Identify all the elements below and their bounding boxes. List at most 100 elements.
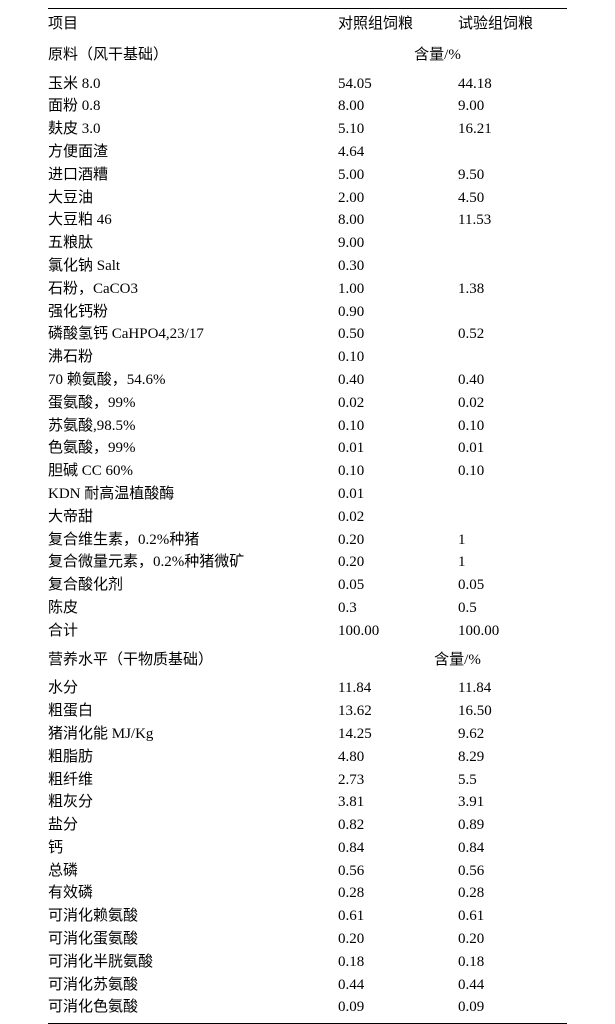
row-name: 进口酒糟 [48,164,338,187]
row-control-value: 0.20 [338,928,458,951]
row-name: 有效磷 [48,882,338,905]
section2-row: 营养水平（干物质基础） 含量/% [48,649,567,672]
table-row: 玉米 8.054.0544.18 [48,73,567,96]
row-name: 大帝甜 [48,506,338,529]
row-name: 猪消化能 MJ/Kg [48,723,338,746]
row-test-value: 0.44 [458,974,567,997]
row-control-value: 54.05 [338,73,458,96]
table-row: 水分11.8411.84 [48,677,567,700]
row-test-value: 0.05 [458,574,567,597]
table-row: 盐分0.820.89 [48,814,567,837]
row-test-value: 11.53 [458,209,567,232]
row-control-value: 0.40 [338,369,458,392]
row-name: 色氨酸，99% [48,437,338,460]
row-control-value: 0.90 [338,301,458,324]
row-control-value: 0.30 [338,255,458,278]
row-control-value: 9.00 [338,232,458,255]
row-test-value: 3.91 [458,791,567,814]
row-name: 面粉 0.8 [48,95,338,118]
row-control-value: 0.3 [338,597,458,620]
row-name: 复合维生素，0.2%种猪 [48,529,338,552]
row-control-value: 2.00 [338,187,458,210]
row-name: 氯化钠 Salt [48,255,338,278]
row-control-value: 5.10 [338,118,458,141]
row-test-value: 9.62 [458,723,567,746]
table-row: 磷酸氢钙 CaHPO4,23/170.500.52 [48,323,567,346]
table-row: 可消化赖氨酸0.610.61 [48,905,567,928]
row-control-value: 0.82 [338,814,458,837]
row-test-value: 16.21 [458,118,567,141]
row-control-value: 0.10 [338,460,458,483]
table-row: KDN 耐高温植酸酶0.01 [48,483,567,506]
row-name: 粗纤维 [48,769,338,792]
row-control-value: 0.20 [338,529,458,552]
row-control-value: 13.62 [338,700,458,723]
row-control-value: 0.61 [338,905,458,928]
table-row: 总磷0.560.56 [48,860,567,883]
row-name: 粗蛋白 [48,700,338,723]
row-name: KDN 耐高温植酸酶 [48,483,338,506]
row-name: 麸皮 3.0 [48,118,338,141]
row-test-value: 0.01 [458,437,567,460]
row-test-value: 0.18 [458,951,567,974]
row-control-value: 0.01 [338,437,458,460]
row-name: 可消化苏氨酸 [48,974,338,997]
table-row: 合计100.00100.00 [48,620,567,643]
row-test-value: 0.84 [458,837,567,860]
row-name: 石粉，CaCO3 [48,278,338,301]
table-row: 陈皮0.30.5 [48,597,567,620]
table-row: 胆碱 CC 60%0.100.10 [48,460,567,483]
row-name: 磷酸氢钙 CaHPO4,23/17 [48,323,338,346]
row-control-value: 1.00 [338,278,458,301]
row-control-value: 100.00 [338,620,458,643]
row-name: 强化钙粉 [48,301,338,324]
row-name: 粗脂肪 [48,746,338,769]
section2-unit: 含量/% [338,649,567,672]
section1-unit: 含量/% [338,44,567,67]
table-row: 大豆油2.004.50 [48,187,567,210]
table-row: 复合维生素，0.2%种猪0.201 [48,529,567,552]
table-row: 大豆粕 468.0011.53 [48,209,567,232]
table-row: 猪消化能 MJ/Kg14.259.62 [48,723,567,746]
header-control: 对照组饲粮 [338,13,458,36]
row-name: 沸石粉 [48,346,338,369]
section2-label: 营养水平（干物质基础） [48,649,338,672]
row-name: 五粮肽 [48,232,338,255]
table-header-row: 项目 对照组饲粮 试验组饲粮 [48,13,567,36]
row-name: 可消化蛋氨酸 [48,928,338,951]
row-name: 蛋氨酸，99% [48,392,338,415]
row-control-value: 0.02 [338,392,458,415]
row-name: 苏氨酸,98.5% [48,415,338,438]
table-row: 可消化苏氨酸0.440.44 [48,974,567,997]
row-test-value: 0.52 [458,323,567,346]
row-control-value: 4.64 [338,141,458,164]
section1-row: 原料（风干基础） 含量/% [48,44,567,67]
raw-materials-rows: 玉米 8.054.0544.18面粉 0.88.009.00麸皮 3.05.10… [48,73,567,643]
row-test-value: 8.29 [458,746,567,769]
table-row: 钙0.840.84 [48,837,567,860]
row-name: 玉米 8.0 [48,73,338,96]
row-test-value: 0.10 [458,415,567,438]
row-test-value: 9.00 [458,95,567,118]
row-test-value: 44.18 [458,73,567,96]
row-name: 盐分 [48,814,338,837]
table-row: 粗纤维2.735.5 [48,769,567,792]
table-row: 70 赖氨酸，54.6%0.400.40 [48,369,567,392]
row-name: 总磷 [48,860,338,883]
row-name: 大豆粕 46 [48,209,338,232]
table-row: 粗脂肪4.808.29 [48,746,567,769]
row-name: 钙 [48,837,338,860]
row-test-value: 11.84 [458,677,567,700]
table-row: 麸皮 3.05.1016.21 [48,118,567,141]
table-row: 有效磷0.280.28 [48,882,567,905]
row-control-value: 8.00 [338,209,458,232]
row-control-value: 0.10 [338,346,458,369]
table-row: 可消化蛋氨酸0.200.20 [48,928,567,951]
row-name: 70 赖氨酸，54.6% [48,369,338,392]
row-control-value: 0.84 [338,837,458,860]
row-test-value: 0.28 [458,882,567,905]
row-test-value: 100.00 [458,620,567,643]
row-name: 胆碱 CC 60% [48,460,338,483]
table-row: 沸石粉0.10 [48,346,567,369]
row-name: 合计 [48,620,338,643]
